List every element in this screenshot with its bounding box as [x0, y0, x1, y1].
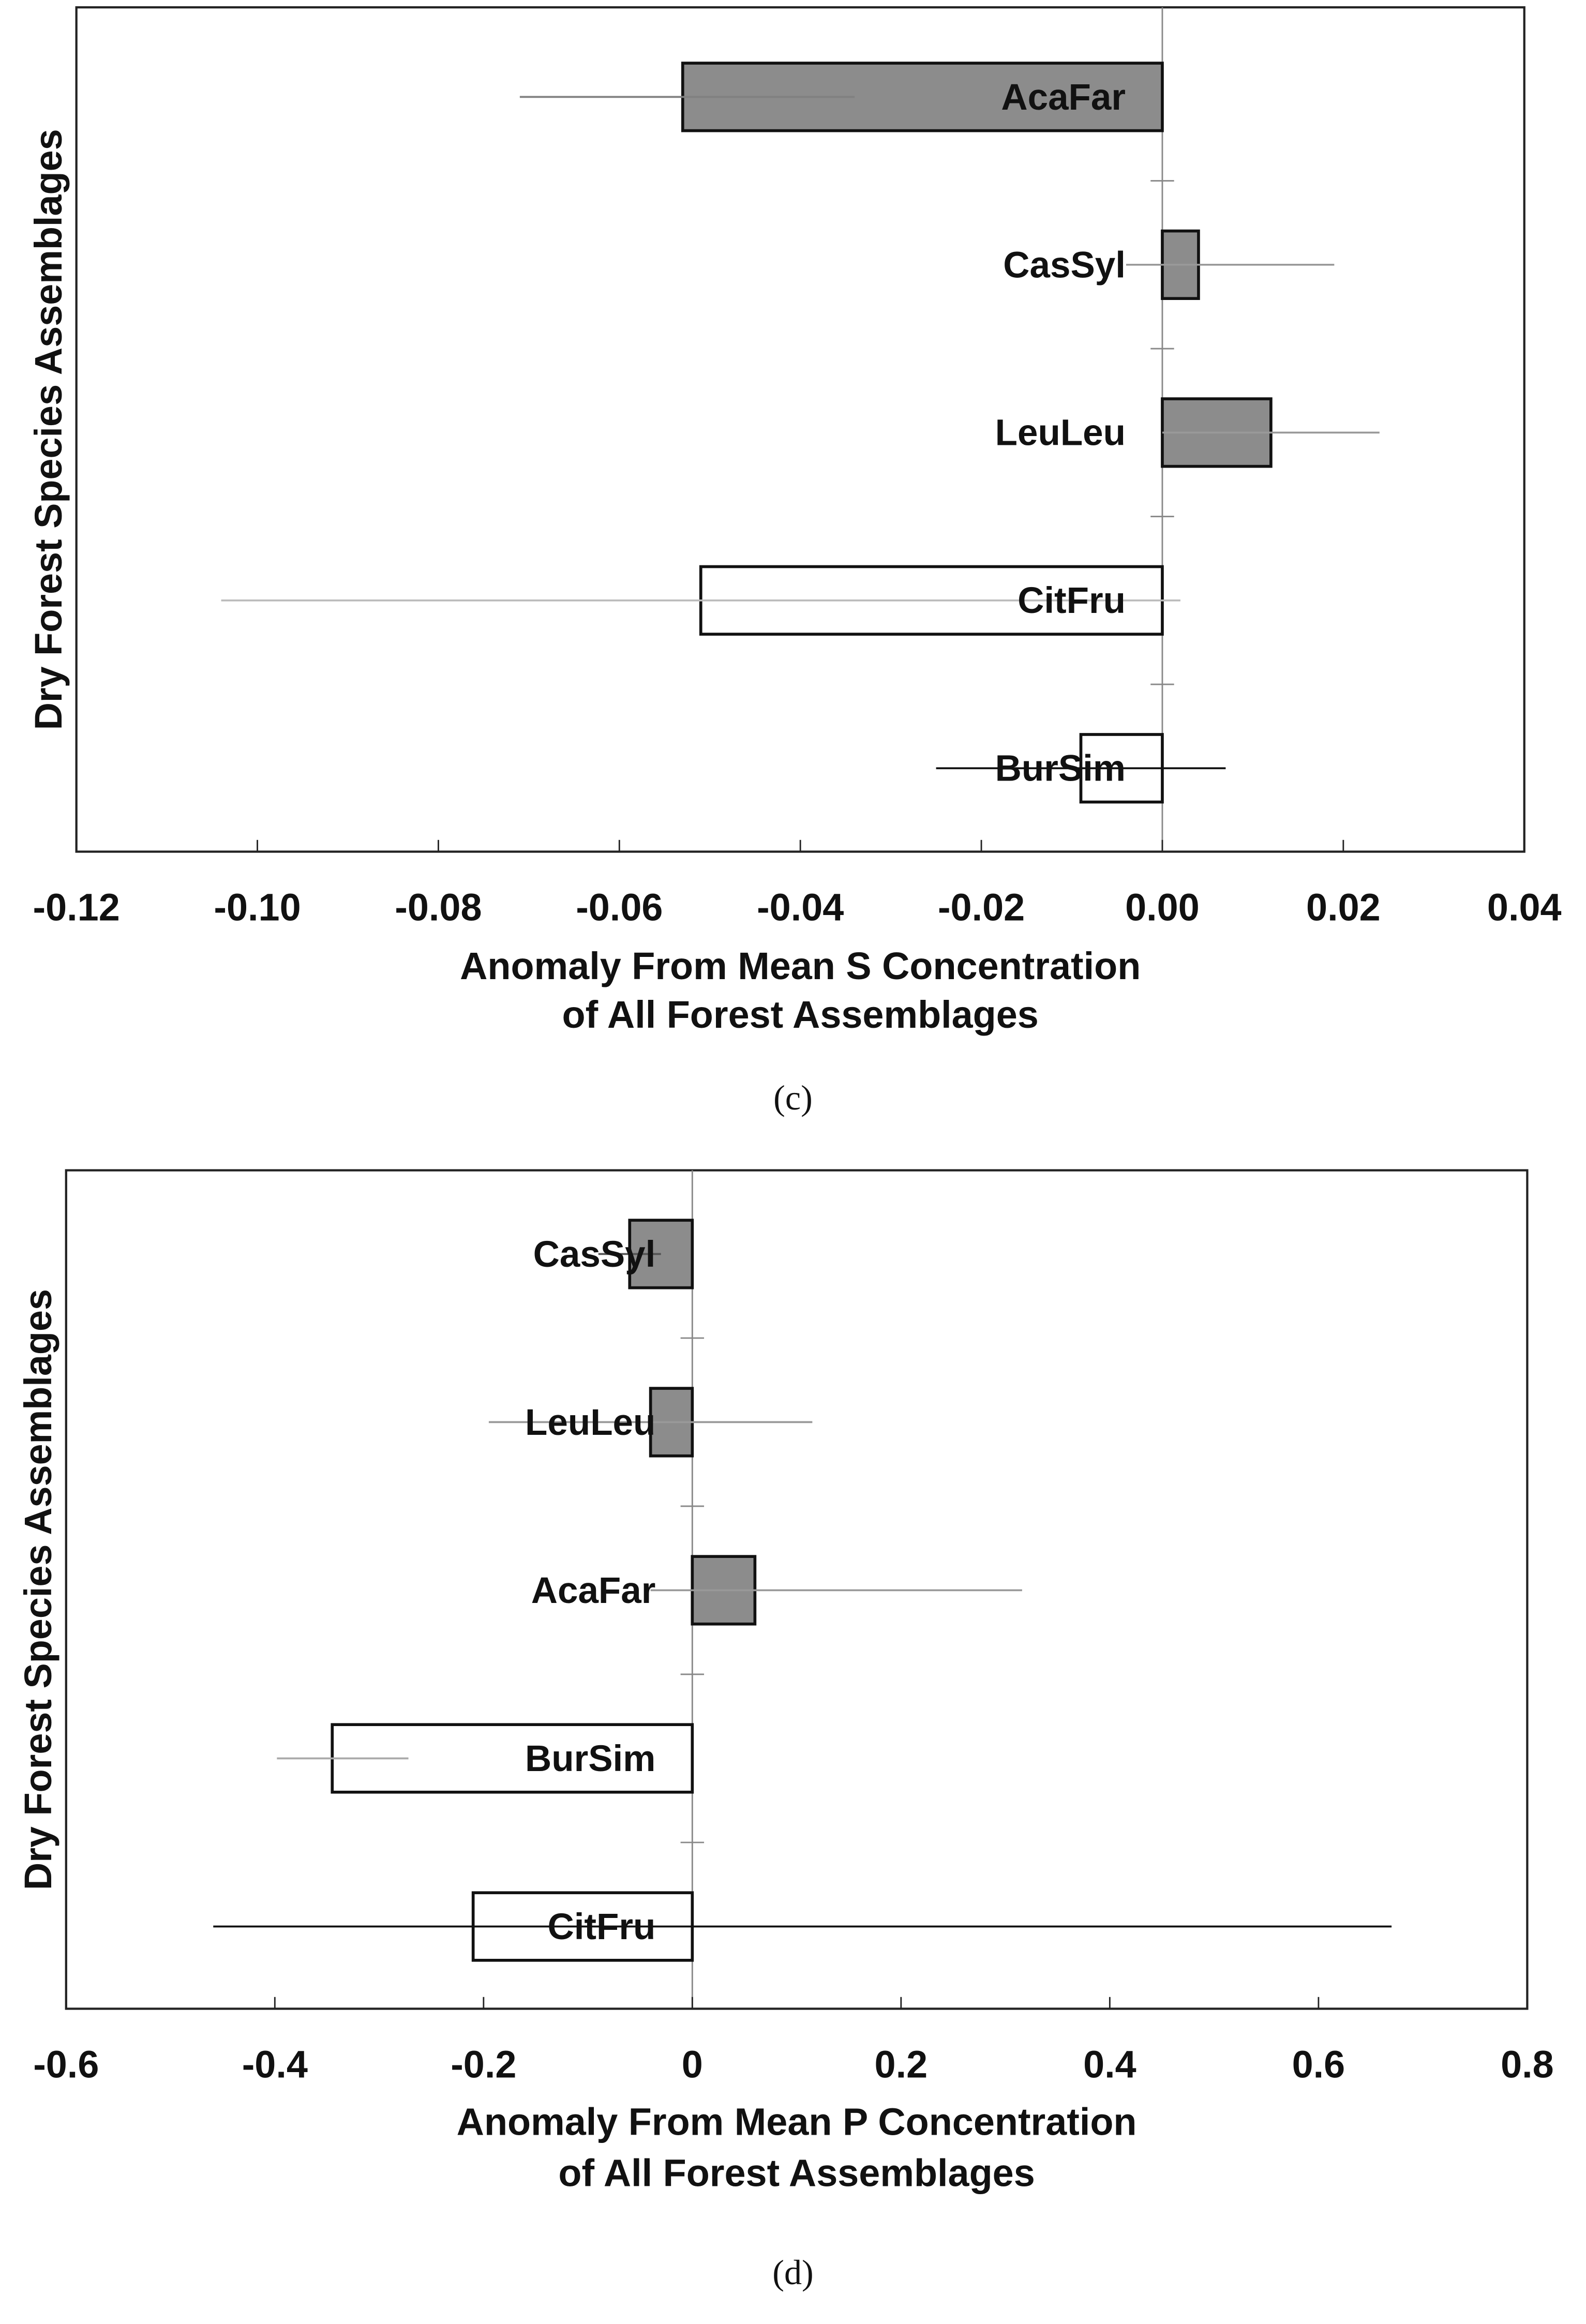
- x-tick-label: -0.12: [33, 886, 120, 929]
- caption: (d): [772, 2253, 813, 2292]
- bar-label: CasSyl: [1003, 245, 1126, 286]
- x-tick-label: 0.6: [1292, 2043, 1345, 2086]
- x-tick-label: 0.4: [1083, 2043, 1136, 2086]
- bar-label: CitFru: [1018, 580, 1126, 621]
- x-tick-label: 0.8: [1501, 2043, 1554, 2086]
- x-tick-label: 0.2: [875, 2043, 928, 2086]
- x-tick-label: 0.00: [1125, 886, 1200, 929]
- bar-label: LeuLeu: [995, 413, 1126, 454]
- x-tick-label: 0.04: [1487, 886, 1562, 929]
- x-tick-label: -0.2: [451, 2043, 516, 2086]
- x-axis-title: Anomaly From Mean S Concentration: [460, 944, 1141, 987]
- x-tick-label: -0.06: [576, 886, 663, 929]
- x-tick-label: -0.04: [757, 886, 844, 929]
- bar-label: AcaFar: [531, 1570, 656, 1611]
- x-axis-title: of All Forest Assemblages: [562, 993, 1039, 1036]
- plot-frame: [65, 1169, 1529, 2010]
- bar-label: CitFru: [547, 1907, 655, 1947]
- x-tick-label: -0.08: [395, 886, 482, 929]
- x-tick-label: -0.4: [242, 2043, 308, 2086]
- x-tick-label: -0.6: [33, 2043, 99, 2086]
- caption: (c): [773, 1078, 813, 1117]
- plot-frame: [75, 6, 1525, 853]
- y-axis-title: Dry Forest Species Assemblages: [17, 1289, 59, 1890]
- bar-label: BurSim: [525, 1738, 655, 1779]
- y-axis-title: Dry Forest Species Assemblages: [27, 129, 70, 730]
- bar-label: BurSim: [995, 748, 1126, 789]
- x-axis-title: Anomaly From Mean P Concentration: [457, 2100, 1137, 2143]
- bar-label: LeuLeu: [525, 1402, 655, 1443]
- x-tick-label: -0.10: [214, 886, 301, 929]
- bar-label: CasSyl: [533, 1234, 656, 1275]
- bar-label: AcaFar: [1001, 77, 1126, 118]
- x-tick-label: -0.02: [938, 886, 1025, 929]
- x-tick-label: 0: [682, 2043, 703, 2086]
- x-tick-label: 0.02: [1306, 886, 1381, 929]
- x-axis-title: of All Forest Assemblages: [558, 2152, 1035, 2195]
